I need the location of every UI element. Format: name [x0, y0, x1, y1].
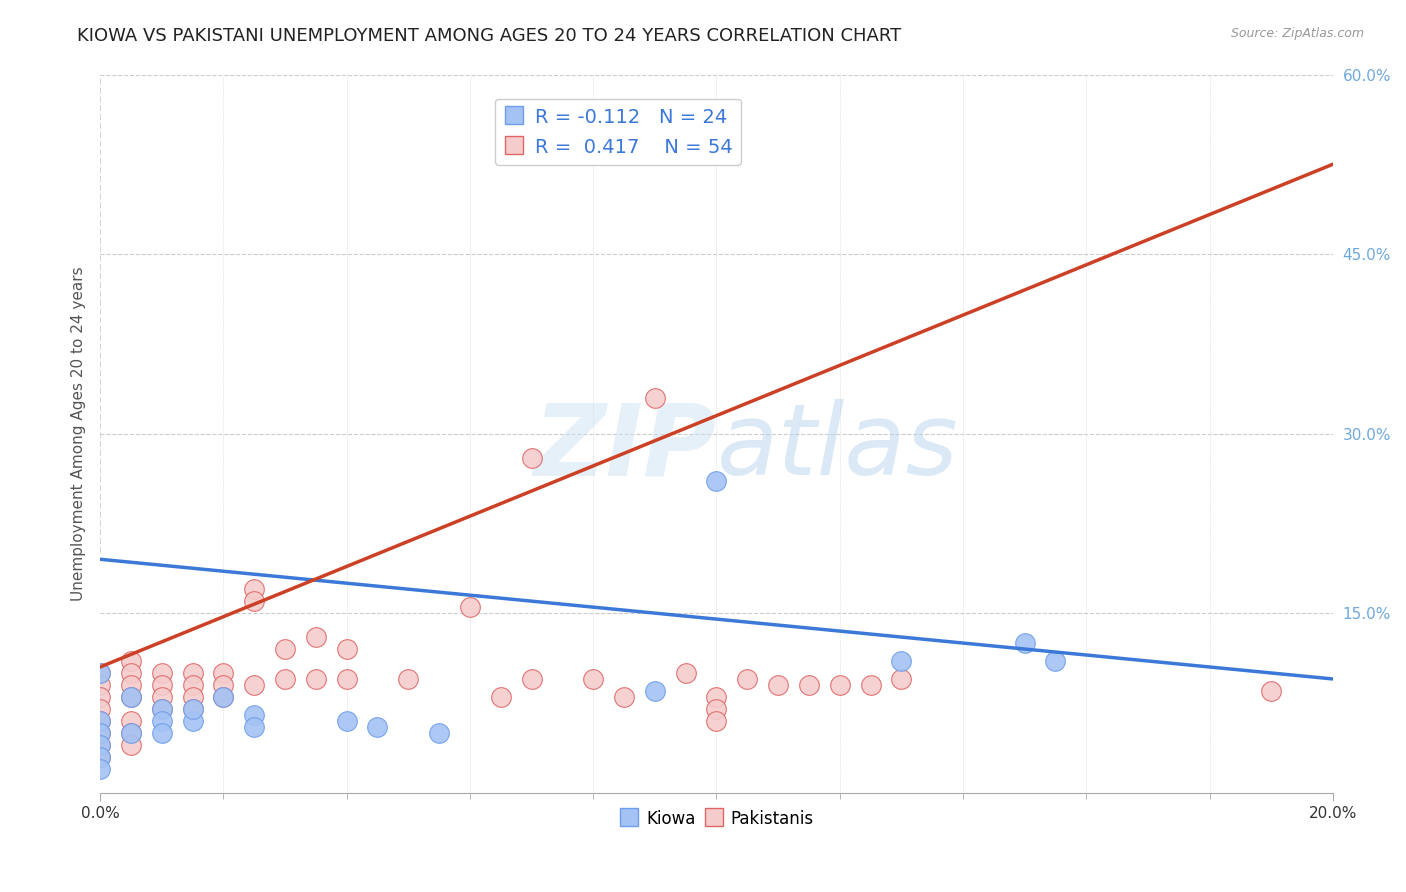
- Point: [89, 714, 111, 728]
- Point: [89, 665, 111, 680]
- Point: [89, 738, 111, 752]
- Point: [150, 702, 173, 716]
- Point: [120, 690, 142, 704]
- Text: KIOWA VS PAKISTANI UNEMPLOYMENT AMONG AGES 20 TO 24 YEARS CORRELATION CHART: KIOWA VS PAKISTANI UNEMPLOYMENT AMONG AG…: [77, 27, 901, 45]
- Point: [212, 690, 235, 704]
- Point: [89, 678, 111, 692]
- Point: [458, 600, 481, 615]
- Point: [89, 665, 111, 680]
- Point: [489, 690, 512, 704]
- Point: [243, 707, 266, 722]
- Point: [735, 672, 758, 686]
- Point: [89, 749, 111, 764]
- Point: [520, 450, 543, 465]
- Point: [89, 749, 111, 764]
- Point: [120, 678, 142, 692]
- Point: [150, 726, 173, 740]
- Point: [89, 690, 111, 704]
- Point: [1260, 684, 1282, 698]
- Point: [89, 762, 111, 776]
- Point: [766, 678, 789, 692]
- Point: [120, 738, 142, 752]
- Point: [305, 672, 328, 686]
- Point: [150, 714, 173, 728]
- Point: [120, 654, 142, 668]
- Text: ZIP: ZIP: [533, 400, 717, 497]
- Point: [706, 714, 728, 728]
- Point: [243, 678, 266, 692]
- Point: [181, 665, 204, 680]
- Point: [305, 630, 328, 644]
- Point: [120, 665, 142, 680]
- Point: [181, 690, 204, 704]
- Point: [120, 714, 142, 728]
- Point: [181, 702, 204, 716]
- Point: [828, 678, 851, 692]
- Point: [706, 702, 728, 716]
- Text: Source: ZipAtlas.com: Source: ZipAtlas.com: [1230, 27, 1364, 40]
- Point: [859, 678, 882, 692]
- Point: [89, 702, 111, 716]
- Point: [120, 690, 142, 704]
- Point: [243, 594, 266, 608]
- Point: [336, 714, 359, 728]
- Point: [89, 714, 111, 728]
- Point: [520, 672, 543, 686]
- Y-axis label: Unemployment Among Ages 20 to 24 years: Unemployment Among Ages 20 to 24 years: [72, 267, 86, 601]
- Point: [89, 738, 111, 752]
- Legend: Kiowa, Pakistanis: Kiowa, Pakistanis: [613, 803, 820, 835]
- Point: [396, 672, 419, 686]
- Point: [890, 672, 912, 686]
- Point: [89, 726, 111, 740]
- Point: [1045, 654, 1067, 668]
- Point: [366, 720, 388, 734]
- Point: [427, 726, 450, 740]
- Point: [181, 678, 204, 692]
- Point: [212, 678, 235, 692]
- Point: [274, 642, 297, 657]
- Point: [120, 726, 142, 740]
- Point: [644, 391, 666, 405]
- Point: [181, 702, 204, 716]
- Text: atlas: atlas: [717, 400, 957, 497]
- Point: [274, 672, 297, 686]
- Point: [212, 690, 235, 704]
- Point: [1014, 636, 1036, 650]
- Point: [150, 678, 173, 692]
- Point: [243, 720, 266, 734]
- Point: [120, 726, 142, 740]
- Point: [89, 726, 111, 740]
- Point: [336, 672, 359, 686]
- Point: [336, 642, 359, 657]
- Point: [150, 665, 173, 680]
- Point: [706, 475, 728, 489]
- Point: [582, 672, 605, 686]
- Point: [212, 665, 235, 680]
- Point: [181, 714, 204, 728]
- Point: [890, 654, 912, 668]
- Point: [797, 678, 820, 692]
- Point: [675, 665, 697, 680]
- Point: [243, 582, 266, 597]
- Point: [150, 690, 173, 704]
- Point: [644, 684, 666, 698]
- Point: [150, 702, 173, 716]
- Point: [706, 690, 728, 704]
- Point: [613, 690, 636, 704]
